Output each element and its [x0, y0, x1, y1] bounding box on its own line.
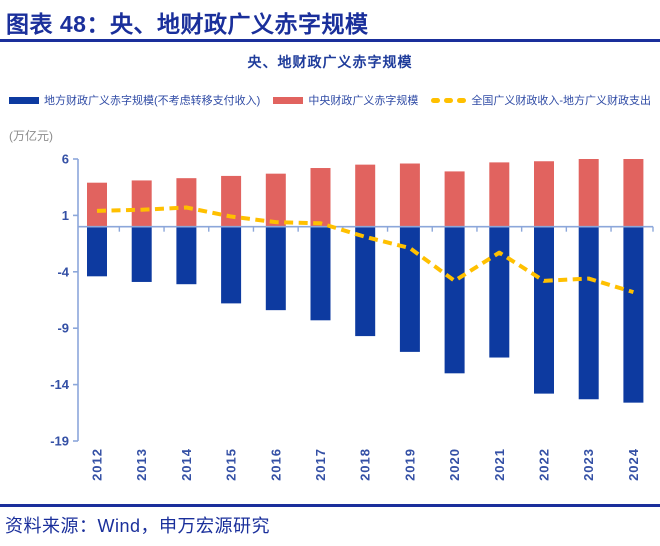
bar-local-deficit: [578, 226, 599, 400]
y-axis-tick-label: 1: [62, 208, 69, 223]
x-axis-year-label: 2017: [313, 448, 328, 481]
x-axis-year-label: 2019: [402, 448, 417, 481]
bar-local-deficit: [265, 226, 286, 311]
x-axis-year-label: 2023: [581, 448, 596, 481]
y-axis-tick-label: -14: [50, 377, 70, 392]
x-axis-year-label: 2015: [224, 448, 239, 481]
bar-local-deficit: [534, 226, 554, 394]
bar-local-deficit: [221, 226, 242, 304]
bar-local-deficit: [399, 226, 420, 352]
legend-item-national-line: 全国广义财政收入-地方广义财政支出: [431, 92, 651, 108]
legend-swatch-local-deficit: [9, 96, 39, 104]
bar-central-deficit: [444, 171, 465, 227]
bar-central-deficit: [310, 168, 331, 227]
legend-item-central-deficit: 中央财政广义赤字规模: [273, 92, 418, 108]
chart-title: 央、地财政广义赤字规模: [247, 54, 413, 70]
figure-header-title: 图表 48：央、地财政广义赤字规模: [6, 11, 369, 37]
legend-swatch-central-deficit: [273, 96, 304, 104]
source-divider: [0, 504, 660, 507]
source-text: 资料来源：Wind，申万宏源研究: [5, 516, 271, 536]
x-axis-year-label: 2021: [492, 448, 507, 481]
chart-plot-area: 6 1 -4 -9 -14 -19 2012 2013 2014 2015 2016 2017 2018…: [50, 152, 654, 481]
legend-label-local-deficit: 地方财政广义赤字规模(不考虑转移支付收入): [44, 95, 261, 107]
bar-local-deficit: [489, 226, 510, 358]
y-axis-tick-label: 6: [62, 152, 69, 167]
bar-central-deficit: [623, 159, 644, 227]
header-divider: [0, 39, 660, 42]
bar-local-deficit: [355, 226, 376, 337]
bar-central-deficit: [221, 175, 242, 227]
legend-swatch-national-line: [431, 97, 467, 103]
bar-central-deficit: [355, 164, 376, 227]
chart-legend: 地方财政广义赤字规模(不考虑转移支付收入) 中央财政广义赤字规模 全国广义财政收…: [0, 92, 660, 108]
y-axis-tick-label: -9: [57, 321, 69, 336]
x-axis-year-label: 2012: [90, 448, 105, 481]
bar-local-deficit: [444, 226, 465, 374]
x-axis-year-label: 2018: [358, 448, 373, 481]
x-axis-year-label: 2013: [134, 448, 149, 481]
y-axis-tick-label: -4: [57, 264, 69, 279]
y-axis-unit-label: (万亿元): [9, 129, 53, 143]
bar-local-deficit: [131, 226, 152, 282]
bar-local-deficit: [87, 226, 107, 277]
x-axis-year-label: 2020: [447, 448, 462, 481]
bar-local-deficit: [176, 226, 197, 285]
bar-local-deficit: [623, 226, 644, 403]
bar-local-deficit: [310, 226, 331, 321]
legend-label-central-deficit: 中央财政广义赤字规模: [308, 95, 419, 107]
bar-central-deficit: [176, 178, 197, 227]
y-axis-tick-label: -19: [50, 434, 69, 449]
x-axis-year-label: 2022: [537, 448, 552, 481]
x-axis-year-label: 2016: [268, 448, 283, 481]
bar-central-deficit: [489, 162, 510, 227]
x-axis-year-label: 2024: [626, 448, 641, 481]
bar-central-deficit: [265, 173, 286, 227]
bar-central-deficit: [87, 182, 107, 227]
legend-item-local-deficit: 地方财政广义赤字规模(不考虑转移支付收入): [9, 92, 260, 108]
bar-central-deficit: [131, 180, 152, 227]
line-national-balance: [96, 205, 634, 295]
bar-central-deficit: [578, 159, 599, 227]
x-axis-year-label: 2014: [179, 448, 194, 481]
bar-central-deficit: [534, 161, 554, 227]
legend-label-national-line: 全国广义财政收入-地方广义财政支出: [471, 95, 651, 107]
bar-central-deficit: [399, 163, 420, 227]
